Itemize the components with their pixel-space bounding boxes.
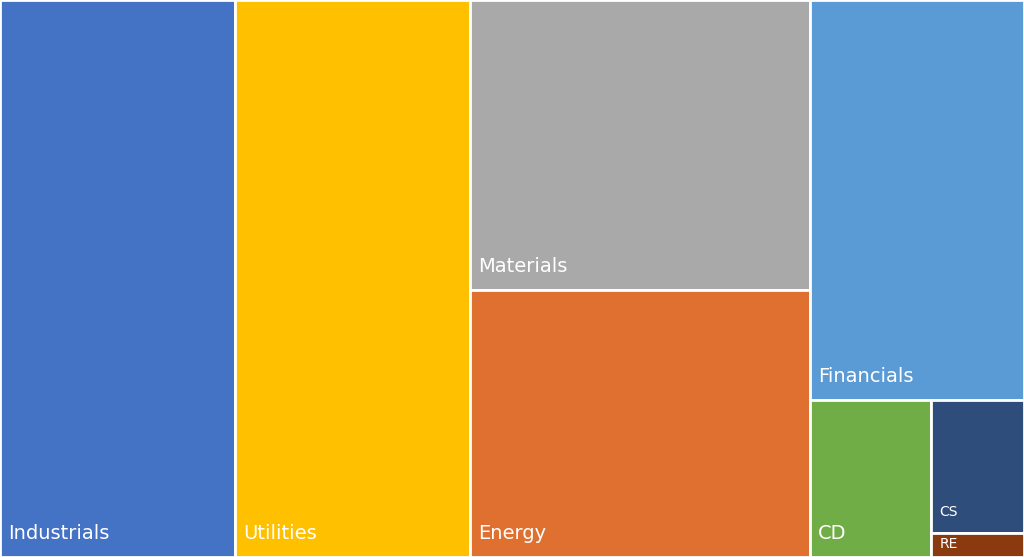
Text: CD: CD [818,524,847,543]
Text: Energy: Energy [478,524,547,543]
Bar [0,0,236,557]
Text: Financials: Financials [818,367,913,386]
Bar [932,400,1024,533]
Bar [932,533,1024,557]
Bar [810,0,1024,400]
Bar [470,290,810,557]
Text: Utilities: Utilities [244,524,317,543]
Bar [236,0,470,557]
Bar [810,400,932,557]
Text: Industrials: Industrials [8,524,110,543]
Text: CS: CS [940,505,958,519]
Bar [470,0,810,290]
Text: Materials: Materials [478,257,567,276]
Text: RE: RE [940,538,957,551]
